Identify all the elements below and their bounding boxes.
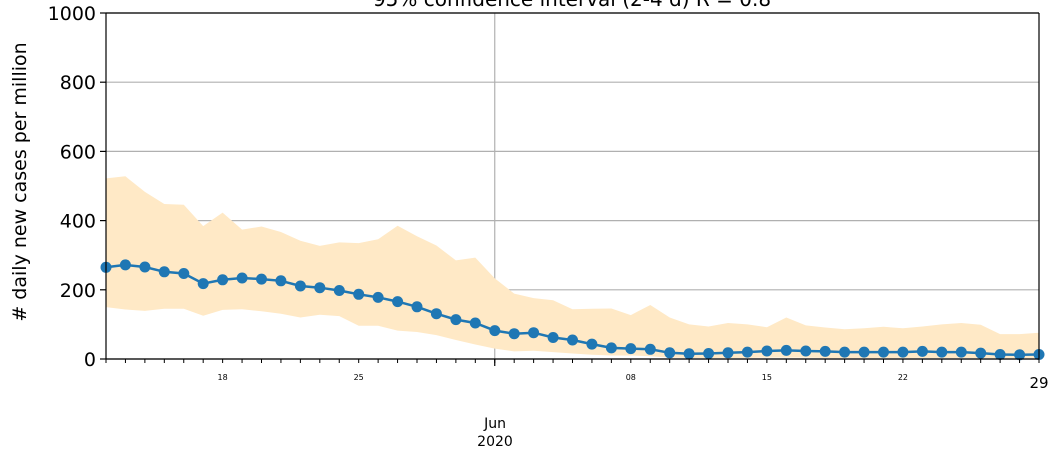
- data-point: [217, 274, 229, 286]
- data-point: [411, 301, 423, 313]
- axes: [100, 12, 1040, 366]
- data-point: [780, 344, 792, 356]
- data-point: [858, 346, 870, 358]
- x-axis-month-label: Jun: [483, 416, 506, 432]
- data-point: [994, 349, 1006, 360]
- y-tick-label: 800: [60, 72, 96, 94]
- data-point: [878, 346, 889, 358]
- y-tick-label: 200: [60, 280, 96, 302]
- chart-title: 95% confidence interval (2-4 d) R = 0.8: [373, 0, 771, 11]
- data-point: [294, 280, 306, 292]
- data-point: [158, 266, 170, 278]
- y-tick-label: 0: [84, 349, 96, 371]
- y-axis-label: # daily new cases per million: [9, 42, 31, 321]
- data-point: [430, 308, 442, 320]
- data-point: [333, 285, 345, 296]
- data-point: [741, 346, 753, 358]
- x-tick-labels: 18 25 08 15 22 29: [218, 373, 1049, 392]
- data-point: [508, 328, 520, 340]
- x-tick-label: 25: [354, 373, 364, 382]
- data-point: [372, 291, 384, 303]
- data-point: [275, 275, 287, 287]
- data-point: [469, 317, 481, 329]
- data-point: [605, 342, 617, 354]
- data-point: [644, 343, 656, 355]
- data-point: [450, 314, 462, 326]
- data-point: [1014, 349, 1026, 361]
- data-point: [722, 347, 734, 359]
- y-tick-label: 600: [60, 141, 96, 163]
- data-point: [547, 332, 559, 343]
- confidence-band-area: [106, 176, 1039, 359]
- x-tick-label: 18: [218, 373, 228, 382]
- y-tick-label: 1000: [48, 3, 96, 25]
- x-tick-label: 29: [1029, 374, 1048, 392]
- data-point: [703, 348, 715, 359]
- data-point: [761, 345, 773, 357]
- data-point: [119, 259, 131, 271]
- data-point: [839, 346, 851, 358]
- data-point: [139, 261, 151, 273]
- data-point: [392, 296, 404, 308]
- data-point: [353, 288, 365, 300]
- data-points: [100, 259, 1045, 361]
- data-point: [314, 282, 326, 294]
- data-point: [489, 325, 501, 337]
- data-point: [683, 348, 695, 360]
- y-tick-label: 400: [60, 211, 96, 233]
- data-point: [256, 273, 267, 285]
- data-point: [897, 346, 909, 358]
- data-point: [528, 327, 540, 339]
- y-tick-labels: 0 200 400 600 800 1000: [48, 3, 96, 371]
- data-point: [236, 272, 248, 284]
- data-point: [800, 345, 812, 357]
- data-point: [955, 346, 967, 358]
- data-point: [567, 334, 578, 346]
- data-point: [197, 278, 209, 290]
- x-tick-label: 08: [626, 373, 636, 382]
- data-point: [178, 268, 190, 279]
- data-point: [819, 345, 831, 357]
- confidence-band: [106, 176, 1039, 359]
- x-tick-label: 15: [762, 373, 772, 382]
- data-point: [975, 347, 987, 359]
- x-axis-year-label: 2020: [477, 434, 513, 450]
- data-point: [664, 347, 676, 359]
- data-point: [936, 346, 948, 358]
- data-point: [586, 338, 598, 350]
- data-point: [625, 343, 637, 355]
- x-tick-label: 22: [898, 373, 908, 382]
- data-point: [916, 345, 928, 357]
